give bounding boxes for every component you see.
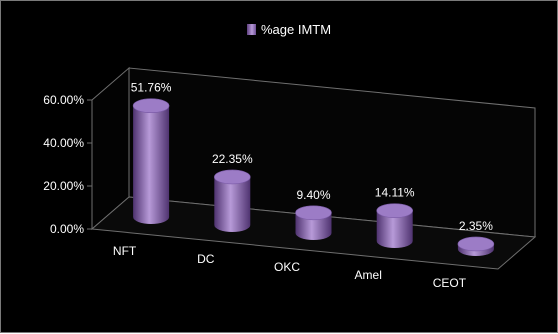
x-tick-label: Amel bbox=[355, 268, 382, 282]
x-tick-label: NFT bbox=[113, 244, 137, 258]
bar-body bbox=[376, 210, 413, 249]
bar-top bbox=[295, 205, 332, 221]
data-label: 2.35% bbox=[459, 219, 493, 233]
bar-top bbox=[376, 203, 414, 218]
bar-nft bbox=[132, 98, 170, 224]
y-tick-label: 60.00% bbox=[43, 93, 84, 107]
x-tick-label: DC bbox=[197, 252, 215, 266]
legend-label: %age IMTM bbox=[261, 22, 332, 37]
data-label: 22.35% bbox=[212, 152, 253, 166]
y-tick-label: 20.00% bbox=[43, 179, 84, 193]
data-label: 51.76% bbox=[131, 81, 172, 95]
bar-amel bbox=[376, 203, 414, 249]
bar-top bbox=[132, 98, 170, 114]
bar-body bbox=[295, 212, 332, 241]
bar-body bbox=[133, 105, 170, 224]
y-tick-label: 0.00% bbox=[50, 222, 84, 236]
bar-okc bbox=[295, 205, 332, 241]
bar-dc bbox=[214, 169, 251, 232]
x-tick-label: OKC bbox=[274, 260, 300, 274]
bar-ceot bbox=[457, 236, 495, 256]
bar-top bbox=[214, 169, 251, 185]
legend-swatch bbox=[247, 24, 256, 35]
data-label: 14.11% bbox=[375, 186, 415, 200]
data-label: 9.40% bbox=[296, 188, 330, 202]
y-tick-label: 40.00% bbox=[43, 136, 84, 150]
x-tick-label: CEOT bbox=[433, 276, 467, 290]
bar-top bbox=[457, 236, 495, 252]
bar-body bbox=[214, 176, 251, 232]
legend: %age IMTM bbox=[247, 22, 331, 37]
